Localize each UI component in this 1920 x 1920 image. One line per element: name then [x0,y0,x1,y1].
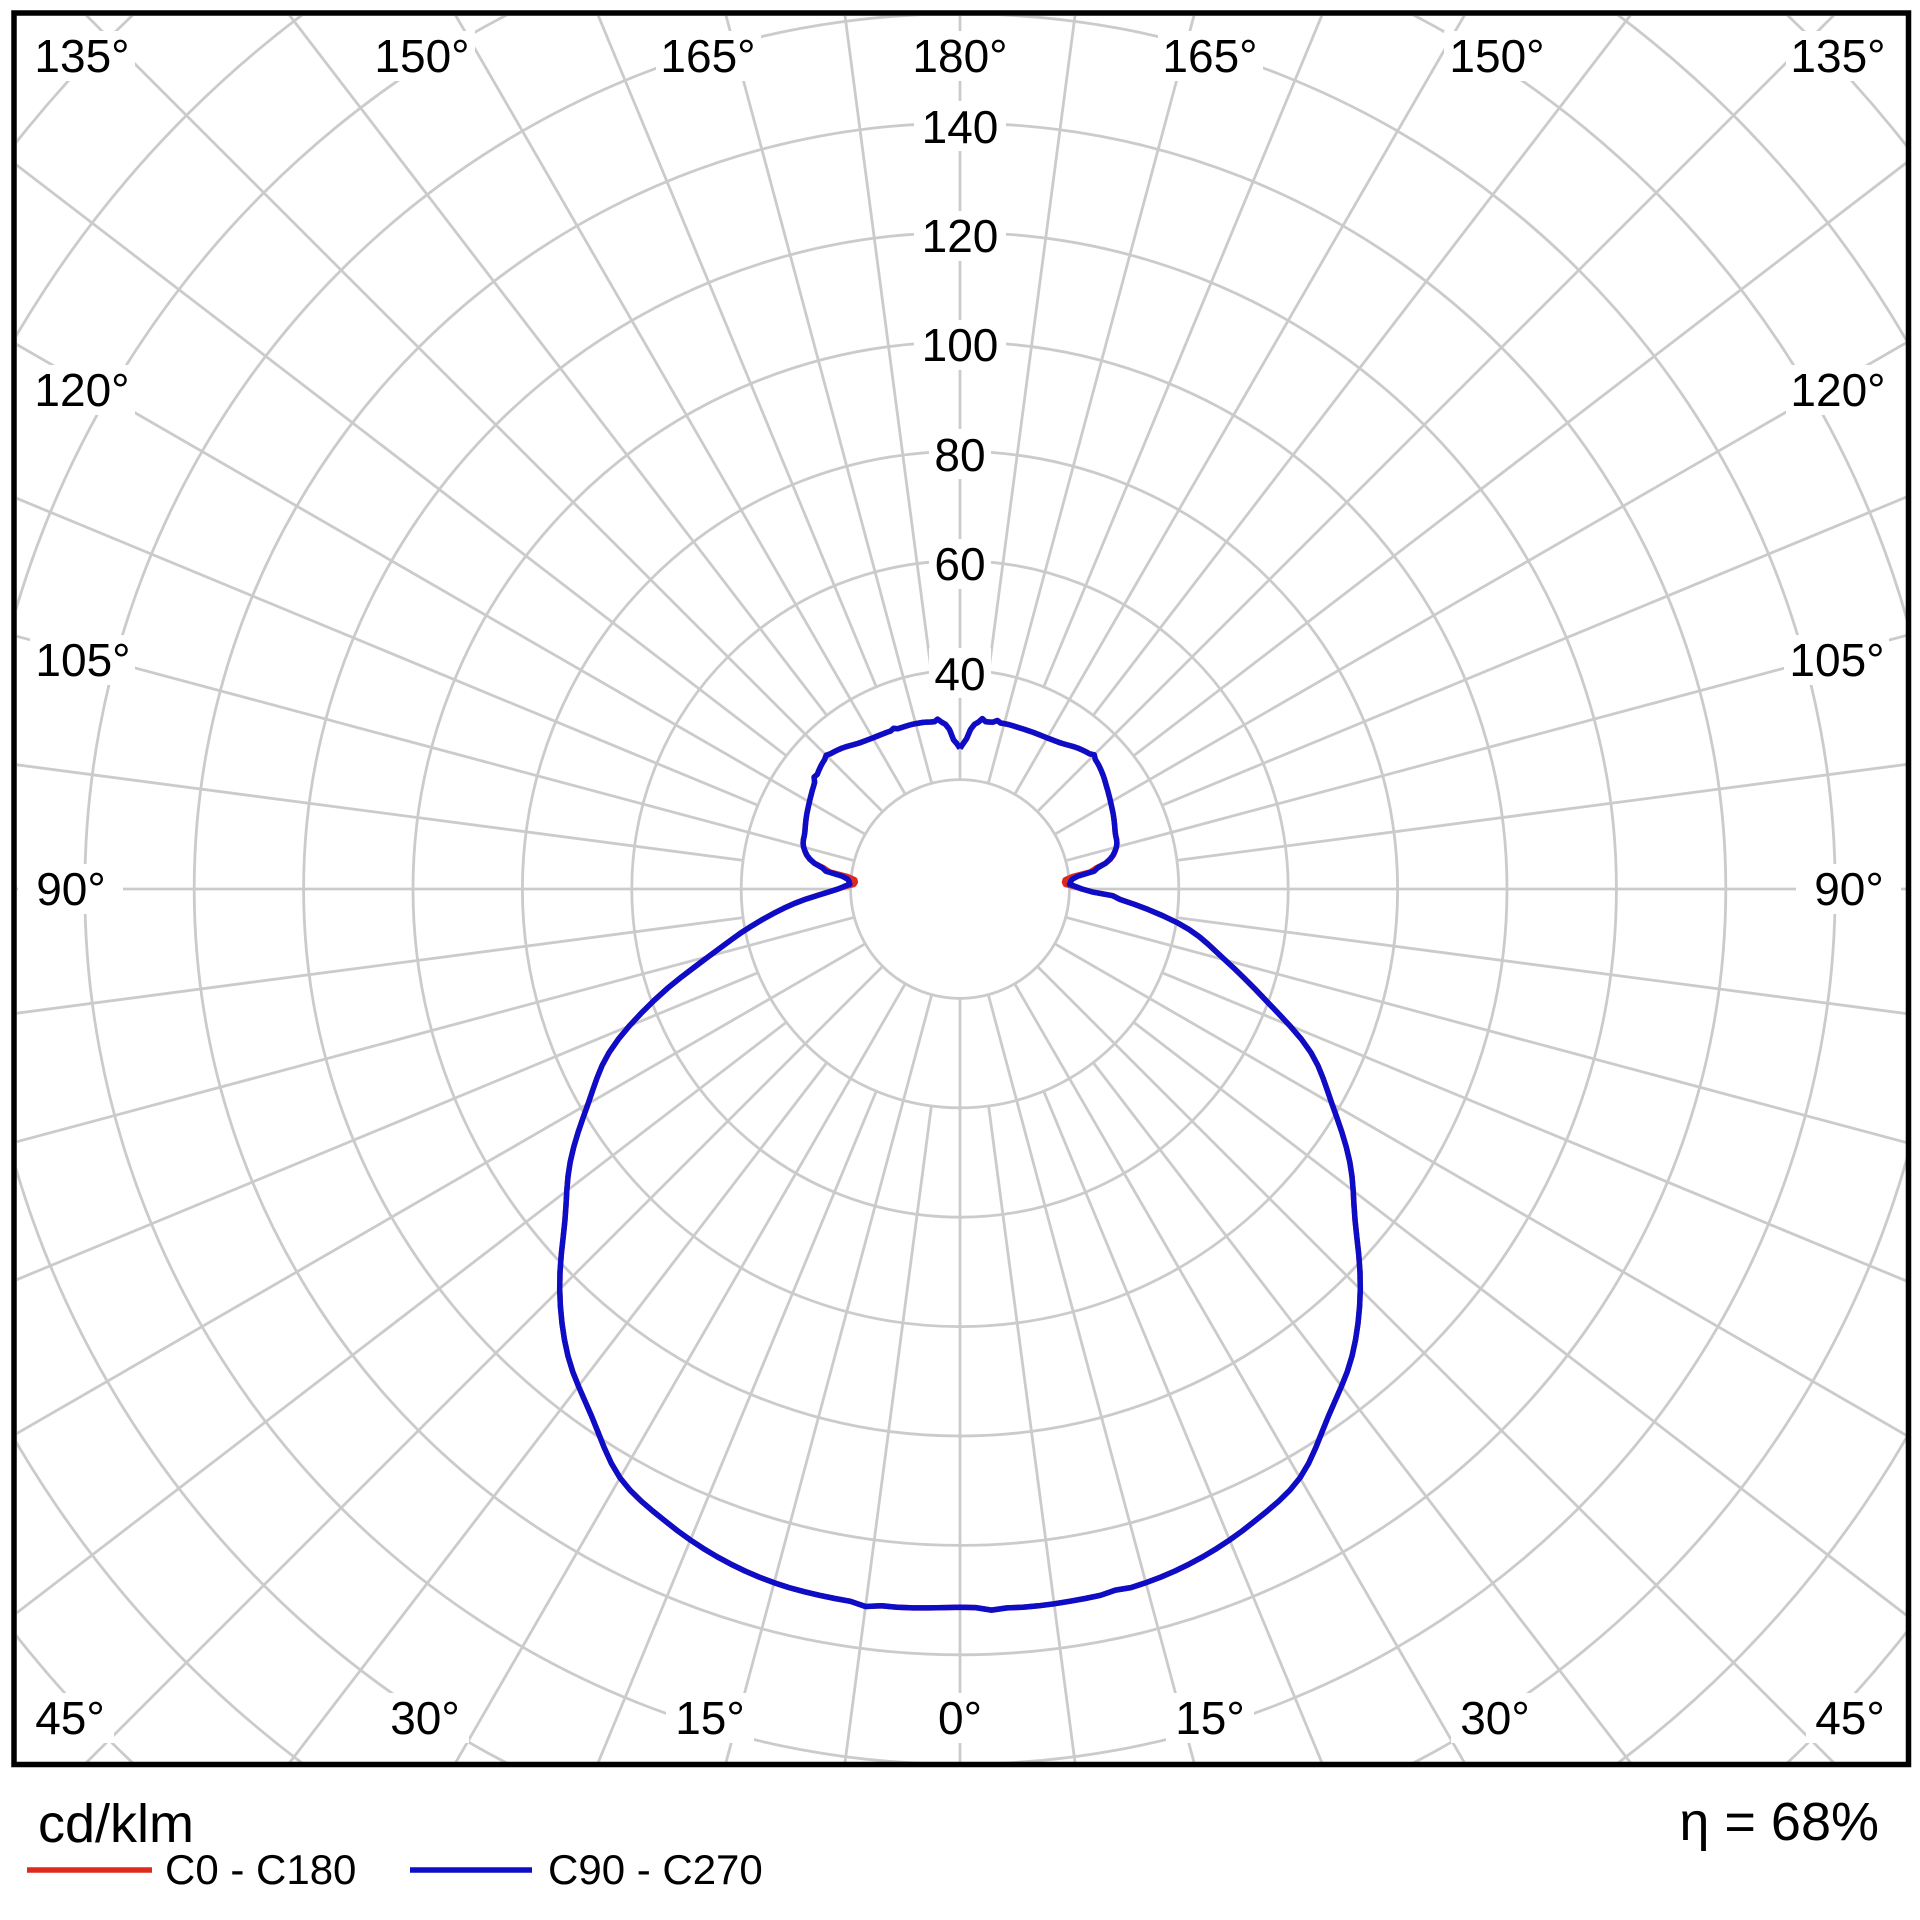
svg-text:0°: 0° [938,1692,982,1744]
svg-text:80: 80 [934,429,985,481]
svg-text:105°: 105° [35,634,130,686]
svg-text:105°: 105° [1789,634,1884,686]
svg-text:C90 - C270: C90 - C270 [548,1846,763,1893]
svg-text:120°: 120° [1790,364,1885,416]
svg-text:η = 68%: η = 68% [1679,1792,1879,1852]
svg-text:100: 100 [922,319,999,371]
svg-text:135°: 135° [34,30,129,82]
svg-text:45°: 45° [35,1692,105,1744]
svg-text:180°: 180° [912,30,1007,82]
svg-text:60: 60 [934,538,985,590]
svg-text:cd/klm: cd/klm [38,1794,194,1854]
svg-text:120°: 120° [34,364,129,416]
svg-text:140: 140 [922,101,999,153]
svg-text:45°: 45° [1815,1692,1885,1744]
svg-text:90°: 90° [1814,863,1884,915]
svg-text:C0 - C180: C0 - C180 [165,1846,356,1893]
svg-text:15°: 15° [1175,1692,1245,1744]
svg-text:165°: 165° [1162,30,1257,82]
svg-text:150°: 150° [1449,30,1544,82]
svg-text:150°: 150° [374,30,469,82]
svg-text:30°: 30° [390,1692,460,1744]
svg-text:165°: 165° [660,30,755,82]
svg-text:135°: 135° [1790,30,1885,82]
svg-text:120: 120 [922,210,999,262]
svg-text:15°: 15° [675,1692,745,1744]
svg-text:30°: 30° [1460,1692,1530,1744]
svg-text:40: 40 [934,648,985,700]
svg-text:90°: 90° [36,863,106,915]
